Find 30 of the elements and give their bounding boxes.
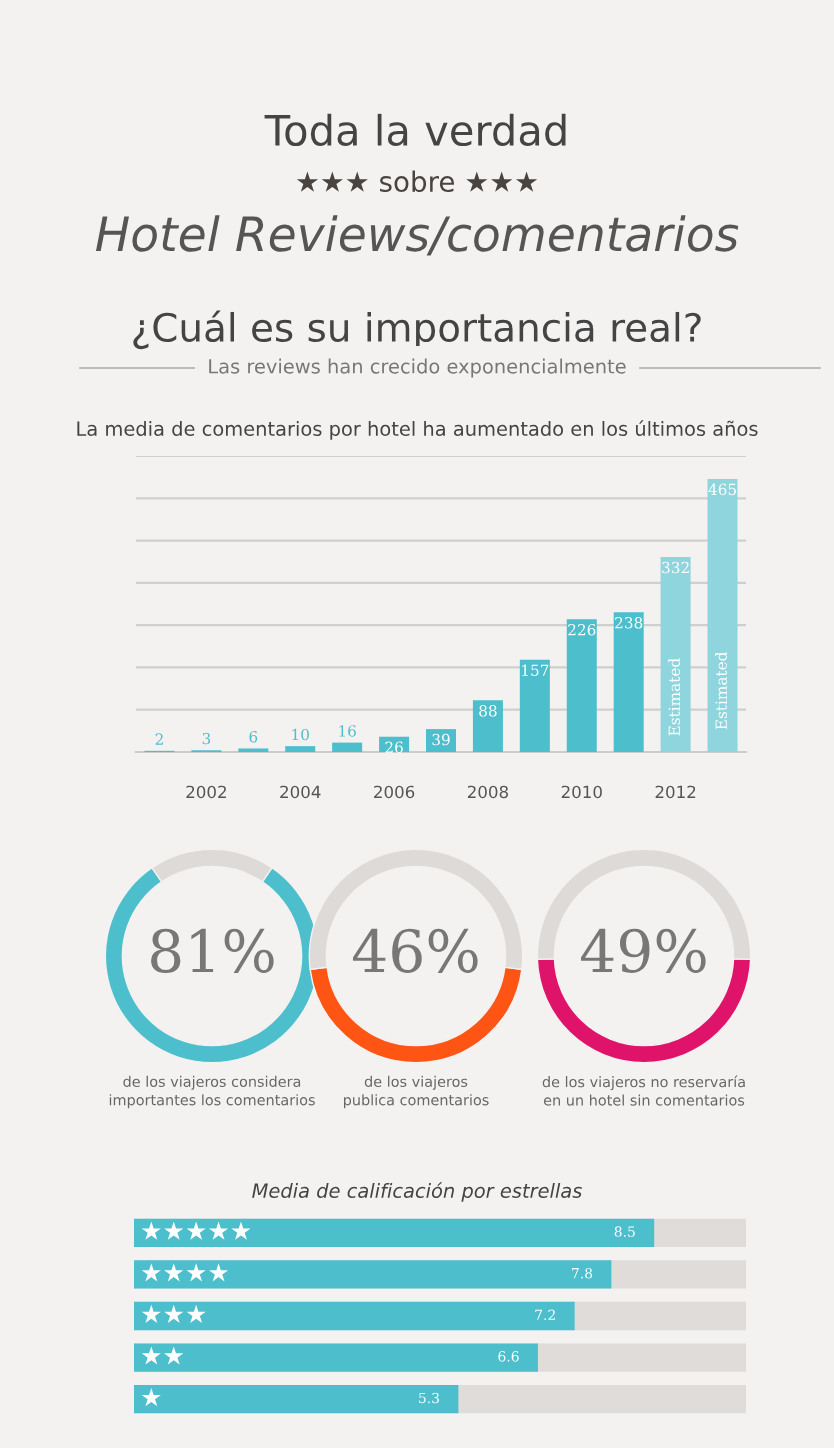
text: 81% [151, 928, 274, 973]
bar [566, 619, 597, 752]
text: Hotel Reviews/comentarios [96, 215, 739, 256]
x-tick-label: 2004 [280, 785, 321, 799]
bar [285, 746, 316, 752]
category-label: ★★★★★ [141, 1221, 251, 1240]
x-tick-label: 2012 [655, 785, 696, 799]
chart-title: Media de calificación por estrellas [252, 1182, 582, 1202]
bar [707, 478, 738, 752]
category-label: ★★★★ [141, 1263, 229, 1282]
bar [472, 700, 503, 752]
text: 49% [580, 928, 706, 973]
bar [425, 729, 457, 752]
x-tick-label: 2002 [186, 785, 226, 799]
text: ★★★ sobre ★★★ [296, 170, 538, 193]
category-label: ★★★ [141, 1304, 206, 1324]
bar [332, 742, 363, 752]
x-tick-label: 2010 [561, 785, 602, 799]
bar [519, 659, 550, 752]
text: 46% [352, 928, 478, 973]
text: ¿Cuál es su importancia real? [133, 310, 701, 350]
bar [613, 612, 644, 752]
chart-title: La media de comentarios por hotel ha aumentado en los últimos años [77, 420, 758, 440]
text: Toda la verdad [264, 113, 566, 147]
category-label: ★★ [141, 1346, 184, 1365]
bar [660, 557, 691, 752]
text: Las reviews han crecido exponencialmente [209, 358, 626, 378]
x-tick-label: 2008 [467, 785, 508, 799]
category-label: ★ [141, 1388, 161, 1407]
x-tick-label: 2006 [374, 785, 415, 799]
